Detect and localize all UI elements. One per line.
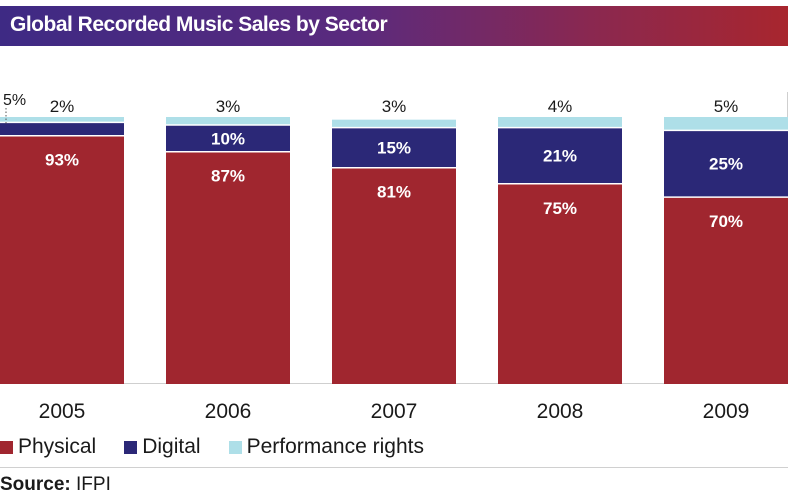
bar-physical-2005: [0, 135, 124, 384]
x-tick-label-2005: 2005: [39, 400, 86, 423]
bar-digital-2006: [166, 125, 290, 152]
stacked-bar-chart: 93% 5% 2% 2005 87% 10% 3% 2006 81% 15% 3% 2007 75% 21…: [0, 92, 788, 423]
source-value: IFPI: [76, 474, 111, 495]
legend-label-performance-rights: Performance rights: [246, 435, 424, 458]
bar-performance-rights-2009: [664, 117, 788, 131]
x-tick-label-2008: 2008: [537, 400, 584, 423]
data-label-performance-rights-2007: 3%: [382, 97, 407, 116]
bar-performance-rights-2006: [166, 117, 290, 126]
bar-performance-rights-2005: [0, 117, 124, 123]
x-tick-label-2009: 2009: [703, 400, 750, 423]
bar-performance-rights-2007: [332, 119, 456, 128]
source-line: Source: IFPI: [0, 474, 111, 496]
data-label-digital-2008: 21%: [543, 147, 577, 166]
data-label-performance-rights-2009: 5%: [714, 97, 739, 116]
bar-physical-2009: [664, 197, 788, 384]
data-label-physical-2009: 70%: [709, 212, 743, 231]
data-label-digital-2006: 10%: [211, 129, 245, 148]
bar-digital-2009: [664, 130, 788, 198]
legend-swatch-performance-rights: [228, 440, 242, 454]
bar-performance-rights-2008: [498, 117, 622, 128]
chart-title: Global Recorded Music Sales by Sector: [10, 13, 388, 36]
source-divider: [0, 467, 788, 468]
data-label-physical-2008: 75%: [543, 199, 577, 218]
data-label-performance-rights-2005: 2%: [50, 97, 75, 116]
data-label-performance-rights-2008: 4%: [548, 97, 573, 116]
bar-physical-2007: [332, 167, 456, 384]
bar-physical-2006: [166, 151, 290, 384]
data-label-digital-2005: 5%: [3, 92, 26, 109]
x-tick-label-2006: 2006: [205, 400, 252, 423]
legend-swatch-digital: [124, 440, 138, 454]
legend-label-physical: Physical: [18, 435, 97, 458]
chart-legend: Physical Digital Performance rights: [0, 434, 452, 460]
data-label-physical-2007: 81%: [377, 183, 411, 202]
legend-label-digital: Digital: [142, 435, 201, 458]
data-label-physical-2005: 93%: [45, 151, 79, 170]
legend-swatch-physical: [0, 440, 13, 454]
source-label: Source:: [0, 474, 71, 495]
bar-digital-2007: [332, 127, 456, 168]
legend-item-physical: Physical: [0, 435, 96, 459]
data-label-performance-rights-2006: 3%: [216, 97, 241, 116]
chart-title-bar: Global Recorded Music Sales by Sector: [0, 6, 788, 46]
data-label-digital-2009: 25%: [709, 155, 743, 174]
legend-item-digital: Digital: [124, 435, 201, 459]
x-tick-label-2007: 2007: [371, 400, 418, 423]
legend-item-performance-rights: Performance rights: [228, 435, 424, 459]
bar-physical-2008: [498, 183, 622, 384]
data-label-digital-2007: 15%: [377, 139, 411, 158]
bar-digital-2005: [0, 122, 124, 136]
bar-digital-2008: [498, 127, 622, 184]
data-label-physical-2006: 87%: [211, 167, 245, 186]
